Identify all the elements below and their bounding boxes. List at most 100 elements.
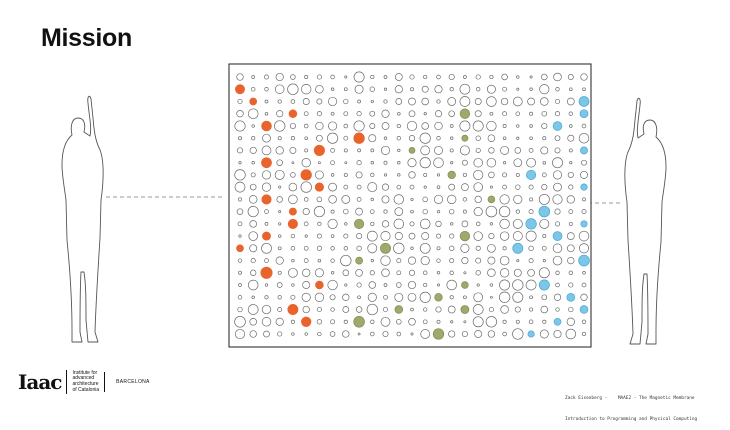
grid-dot bbox=[473, 292, 484, 303]
grid-dot bbox=[581, 331, 587, 337]
grid-dot bbox=[450, 320, 454, 324]
grid-dot bbox=[317, 258, 322, 263]
grid-dot bbox=[436, 319, 441, 324]
grid-dot bbox=[487, 243, 496, 253]
grid-dot bbox=[434, 110, 443, 118]
grid-dot bbox=[237, 258, 243, 263]
grid-dot bbox=[488, 233, 495, 240]
grid-dot bbox=[290, 233, 296, 239]
grid-dot bbox=[408, 318, 416, 326]
grid-dot bbox=[514, 147, 522, 154]
grid-dot bbox=[249, 146, 257, 154]
grid-dot bbox=[527, 268, 535, 277]
grid-dot bbox=[278, 222, 282, 226]
grid-dot bbox=[330, 246, 335, 251]
grid-dot bbox=[276, 282, 283, 288]
grid-dot bbox=[512, 279, 524, 291]
grid-dot bbox=[396, 319, 402, 325]
grid-dot bbox=[409, 184, 415, 190]
grid-dot bbox=[540, 97, 549, 106]
grid-dot bbox=[262, 133, 271, 143]
grid-dot bbox=[330, 111, 335, 116]
grid-dot bbox=[277, 136, 282, 141]
grid-dot bbox=[542, 136, 547, 141]
grid-dot bbox=[553, 293, 562, 301]
grid-dot bbox=[343, 98, 349, 105]
grid-dot bbox=[356, 233, 363, 240]
grid-dot bbox=[367, 182, 378, 193]
grid-dot bbox=[342, 269, 350, 277]
grid-dot bbox=[459, 145, 470, 156]
grid-dot bbox=[435, 220, 442, 228]
grid-dot bbox=[475, 270, 481, 276]
grid-dot bbox=[516, 136, 520, 140]
membrane-panel bbox=[228, 63, 592, 348]
grid-dot bbox=[489, 185, 493, 189]
grid-dot bbox=[423, 185, 427, 189]
grid-dot bbox=[538, 205, 551, 218]
grid-dot bbox=[368, 134, 377, 143]
grid-dot bbox=[512, 96, 523, 107]
grid-dot bbox=[328, 121, 338, 131]
grid-dot bbox=[304, 234, 308, 238]
grid-dot bbox=[264, 111, 269, 116]
grid-dot bbox=[475, 135, 481, 141]
grid-dot bbox=[234, 120, 246, 132]
grid-dot bbox=[488, 306, 494, 313]
grid-dot bbox=[367, 243, 378, 254]
grid-dot bbox=[529, 87, 533, 91]
grid-dot bbox=[447, 194, 457, 205]
grid-dot bbox=[436, 233, 441, 239]
grid-dot bbox=[343, 111, 349, 117]
grid-dot bbox=[552, 157, 563, 169]
grid-dot bbox=[330, 209, 335, 214]
grid-dot bbox=[512, 291, 524, 303]
grid-dot bbox=[355, 256, 363, 265]
grid-dot bbox=[447, 305, 456, 314]
grid-dot bbox=[383, 283, 388, 287]
grid-dot bbox=[407, 292, 417, 302]
grid-dot bbox=[448, 73, 455, 81]
grid-dot bbox=[396, 258, 402, 264]
grid-dot bbox=[419, 132, 431, 144]
grid-dot bbox=[394, 73, 403, 81]
grid-dot bbox=[343, 233, 349, 239]
grid-dot bbox=[264, 74, 269, 80]
grid-dot bbox=[463, 271, 467, 275]
grid-dot bbox=[582, 271, 586, 275]
grid-dot bbox=[568, 306, 574, 313]
grid-dot bbox=[580, 220, 588, 228]
grid-dot bbox=[515, 184, 521, 190]
grid-dot bbox=[303, 123, 309, 129]
grid-dot bbox=[499, 268, 510, 278]
grid-dot bbox=[498, 291, 511, 303]
grid-dot bbox=[397, 161, 401, 165]
grid-dot bbox=[459, 83, 471, 95]
grid-dot bbox=[275, 317, 284, 326]
grid-dot bbox=[382, 330, 389, 338]
grid-dot bbox=[278, 185, 282, 189]
grid-dot bbox=[579, 305, 589, 314]
grid-dot bbox=[327, 218, 338, 229]
grid-dot bbox=[393, 218, 405, 230]
grid-dot bbox=[513, 194, 523, 204]
grid-dot bbox=[291, 332, 295, 336]
grid-dot bbox=[408, 110, 416, 118]
grid-dot bbox=[380, 231, 391, 242]
grid-dot bbox=[449, 233, 455, 239]
grid-dot bbox=[539, 218, 550, 229]
grid-dot bbox=[488, 147, 495, 154]
grid-dot bbox=[463, 295, 467, 300]
grid-dot bbox=[500, 145, 510, 155]
grid-dot bbox=[356, 160, 362, 166]
grid-dot bbox=[578, 254, 590, 267]
grid-dot bbox=[554, 98, 561, 105]
grid-dot bbox=[499, 231, 510, 241]
grid-dot bbox=[396, 331, 402, 337]
grid-dot bbox=[436, 185, 441, 189]
grid-dot bbox=[489, 111, 494, 116]
grid-dot bbox=[250, 172, 256, 178]
grid-dot bbox=[568, 270, 573, 275]
grid-dot bbox=[249, 183, 257, 191]
grid-dot bbox=[485, 316, 498, 328]
